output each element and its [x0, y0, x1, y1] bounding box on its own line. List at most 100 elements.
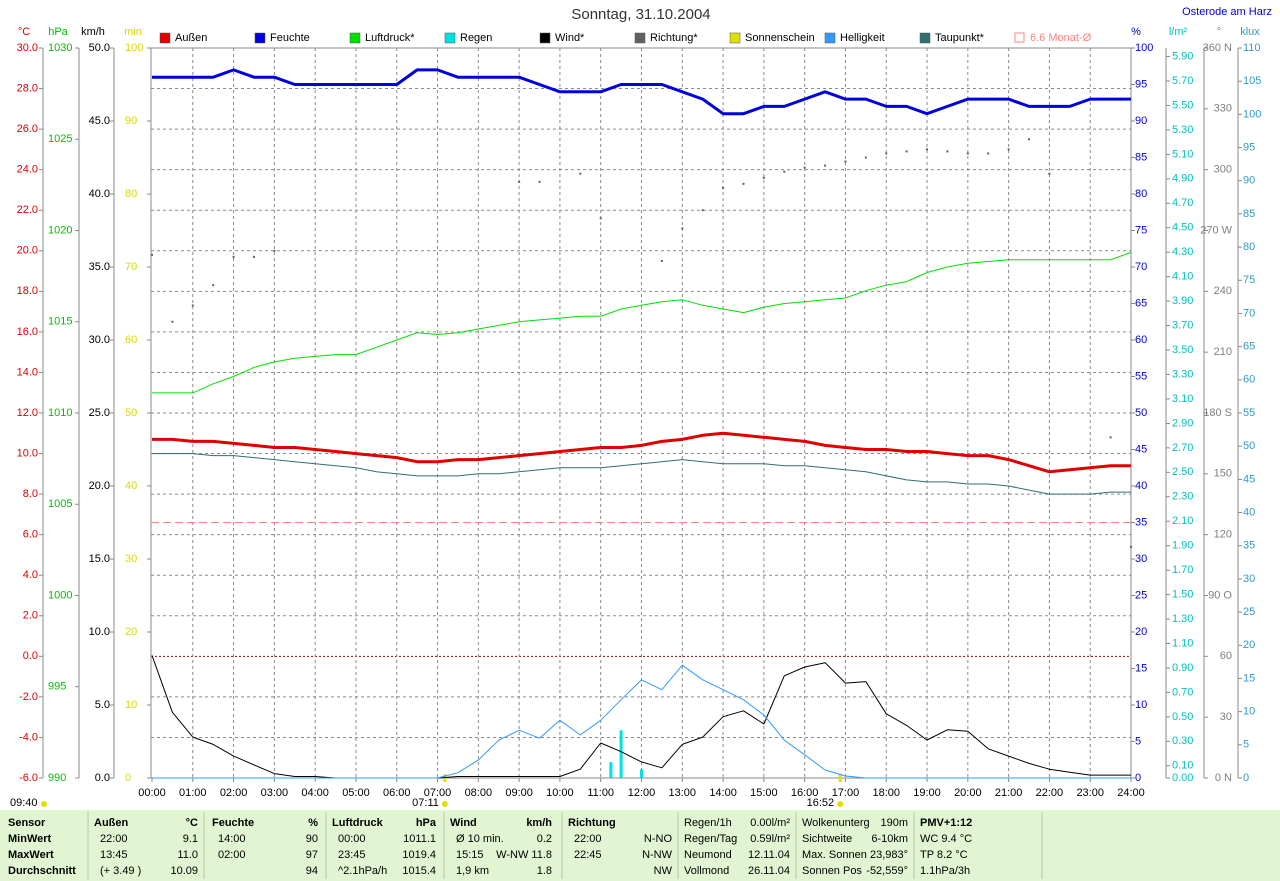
y-tick-label: 30.0: [89, 334, 110, 346]
y-tick-label: 15.0: [89, 553, 110, 565]
stats-key: Ø 10 min.: [456, 833, 504, 845]
stats-value: 1011.1: [403, 833, 436, 845]
y-tick-label: 150: [1214, 468, 1232, 480]
rain-bar: [619, 730, 623, 778]
y-tick-label: 1.10: [1172, 637, 1193, 649]
stats-key: 22:45: [574, 849, 602, 861]
y-tick-label: 4.70: [1172, 197, 1193, 209]
direction-dot: [803, 166, 806, 169]
stats-panel: [0, 810, 1280, 881]
y-tick-label: 1.70: [1172, 564, 1193, 576]
y-tick-label: 10: [125, 699, 137, 711]
y-tick-label: 990: [48, 772, 66, 784]
stats-key: ^2.1hPa/h: [338, 865, 387, 877]
legend-label: Richtung*: [650, 32, 698, 44]
y-tick-label: 6.0: [23, 529, 38, 541]
y-tick-label: 1010: [48, 407, 72, 419]
y-tick-label: 40.0: [89, 188, 110, 200]
y-tick-label: 35: [1243, 540, 1255, 552]
y-tick-label: 75: [1135, 224, 1147, 236]
y-tick-label: 210: [1214, 346, 1232, 358]
y-tick-label: 30.0: [17, 42, 38, 54]
axis-title: °: [1217, 26, 1221, 38]
direction-dot: [232, 255, 235, 258]
y-tick-label: 180 S: [1203, 407, 1232, 419]
legend-swatch: [729, 32, 741, 44]
y-tick-label: 22.0: [17, 204, 38, 216]
y-tick-label: 3.10: [1172, 393, 1193, 405]
direction-dot: [599, 217, 602, 220]
stats-unit: %: [308, 817, 318, 829]
x-tick-label: 24:00: [1117, 787, 1145, 799]
y-tick-label: 25: [1243, 606, 1255, 618]
stats-title: Wind: [450, 817, 477, 829]
y-tick-label: 2.50: [1172, 466, 1193, 478]
y-tick-label: 1.50: [1172, 588, 1193, 600]
legend-label: Helligkeit: [840, 32, 885, 44]
legend-swatch: [919, 32, 931, 44]
timestamp-marker: [41, 801, 47, 807]
x-tick-label: 01:00: [179, 787, 207, 799]
legend-swatch: [254, 32, 266, 44]
x-tick-label: 11:00: [587, 787, 614, 799]
rain-bar: [609, 762, 613, 778]
legend-label: Taupunkt*: [935, 32, 985, 44]
y-tick-label: 120: [1214, 529, 1232, 541]
y-tick-label: 1.90: [1172, 540, 1193, 552]
direction-dot: [844, 160, 847, 163]
direction-dot: [151, 253, 153, 256]
y-tick-label: 70: [125, 261, 137, 273]
direction-dot: [701, 209, 704, 212]
y-tick-label: 3.50: [1172, 344, 1193, 356]
x-tick-label: 10:00: [546, 787, 574, 799]
y-tick-label: 2.70: [1172, 442, 1193, 454]
direction-dot: [191, 304, 194, 307]
info-key: Wolkenunterg: [802, 817, 870, 829]
direction-dot: [966, 152, 969, 155]
x-tick-label: 02:00: [220, 787, 248, 799]
y-tick-label: 300: [1214, 164, 1232, 176]
series-line: [152, 251, 1132, 394]
y-tick-label: 3.90: [1172, 295, 1193, 307]
y-tick-label: 28.0: [17, 82, 38, 94]
y-tick-label: 95: [1135, 78, 1147, 90]
stats-value: 0.2: [537, 833, 552, 845]
y-tick-label: 45: [1135, 443, 1147, 455]
direction-dot: [946, 150, 949, 153]
info-key: Vollmond: [684, 865, 729, 877]
info-key: PMV+1:12: [920, 817, 972, 829]
y-tick-label: 26.0: [17, 123, 38, 135]
y-tick-label: 105: [1243, 75, 1261, 87]
stats-key: 22:00: [100, 833, 128, 845]
series-line: [151, 655, 1131, 779]
y-tick-label: 5: [1135, 735, 1141, 747]
y-tick-label: 1015: [48, 316, 72, 328]
y-tick-label: 330: [1214, 103, 1232, 115]
info-key: Regen/Tag: [684, 833, 737, 845]
x-tick-label: 07:00: [424, 787, 452, 799]
y-tick-label: 10: [1243, 706, 1255, 718]
info-key: 1.1hPa/3h: [920, 865, 970, 877]
stats-unit: °C: [186, 817, 198, 829]
y-tick-label: 1005: [48, 498, 72, 510]
y-tick-label: 50: [1135, 407, 1147, 419]
x-tick-label: 06:00: [383, 787, 411, 799]
y-tick-label: 5.10: [1172, 148, 1193, 160]
stats-value: 97: [306, 849, 318, 861]
y-tick-label: 20.0: [17, 245, 38, 257]
y-tick-label: 1025: [48, 133, 72, 145]
stats-key: 00:00: [338, 833, 366, 845]
y-tick-label: 35: [1135, 516, 1147, 528]
y-tick-label: 0.10: [1172, 760, 1193, 772]
stats-title: Richtung: [568, 817, 616, 829]
direction-dot: [742, 182, 745, 185]
y-tick-label: 0.0: [95, 772, 110, 784]
y-tick-label: 8.0: [23, 488, 38, 500]
stats-key: 15:15: [456, 849, 484, 861]
info-key: TP 8.2 °C: [920, 849, 968, 861]
legend-label: Luftdruck*: [365, 32, 415, 44]
y-tick-label: 0.30: [1172, 735, 1193, 747]
y-tick-label: 2.0: [23, 610, 38, 622]
stats-key: 22:00: [574, 833, 602, 845]
y-tick-label: 80: [1135, 188, 1147, 200]
